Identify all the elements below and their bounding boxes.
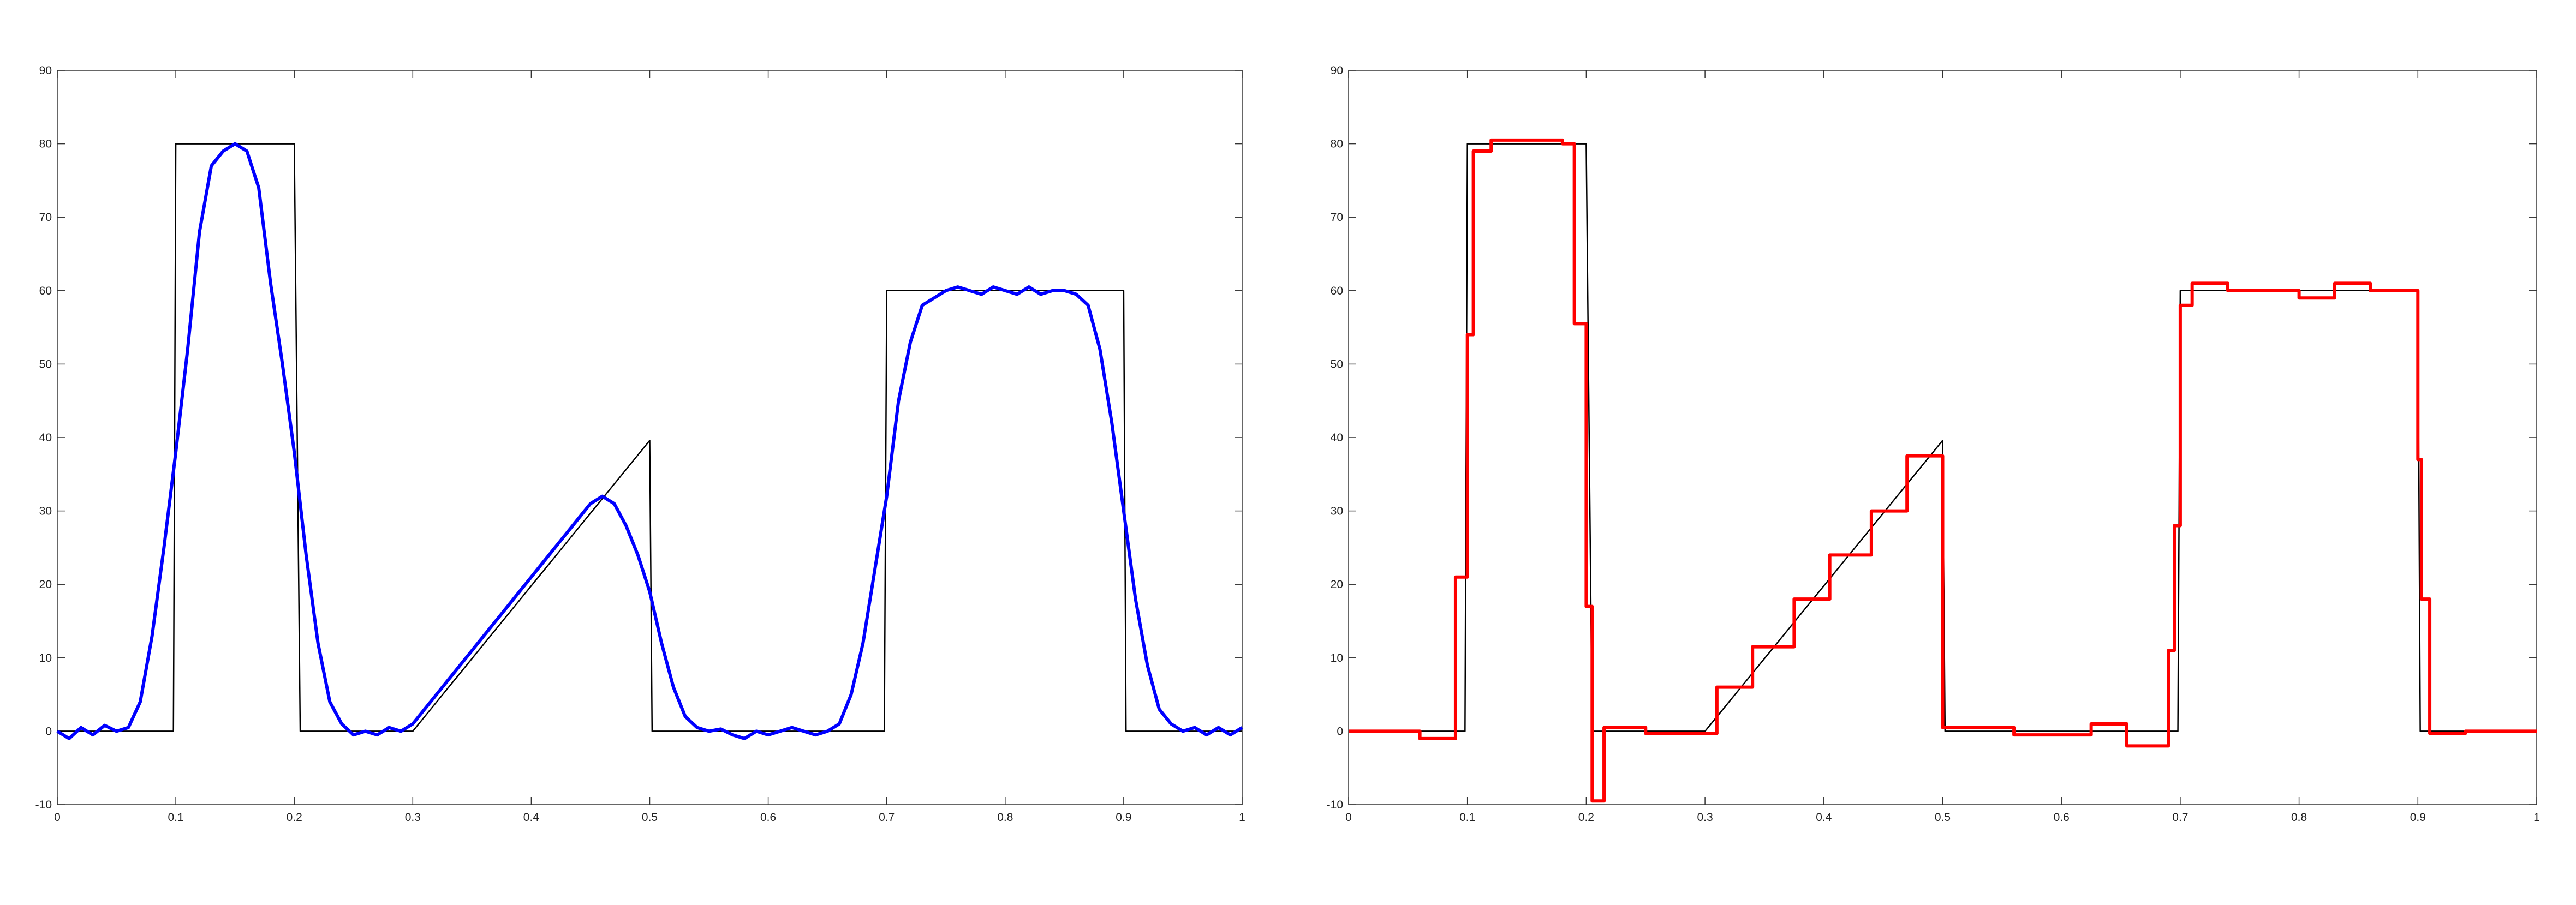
y-tick-label: 40 bbox=[39, 431, 52, 444]
y-tick-label: -10 bbox=[35, 799, 52, 811]
y-tick-label: 30 bbox=[39, 505, 52, 518]
x-tick-label: 1 bbox=[1239, 811, 1245, 824]
y-tick-label: 70 bbox=[1331, 211, 1343, 224]
y-tick-label: 0 bbox=[45, 725, 52, 738]
y-tick-label: 80 bbox=[1331, 138, 1343, 151]
x-tick-label: 0.5 bbox=[642, 811, 658, 824]
y-tick-label: 90 bbox=[1331, 64, 1343, 77]
y-tick-label: -10 bbox=[1327, 799, 1343, 811]
x-tick-label: 0.8 bbox=[2291, 811, 2307, 824]
series-line bbox=[1349, 138, 2537, 803]
x-tick-label: 0.3 bbox=[405, 811, 421, 824]
x-tick-label: 0.1 bbox=[168, 811, 183, 824]
y-tick-label: 90 bbox=[39, 64, 52, 77]
y-tick-label: 10 bbox=[39, 652, 52, 664]
y-tick-label: 70 bbox=[39, 211, 52, 224]
x-tick-label: 0.4 bbox=[523, 811, 540, 824]
y-tick-label: 20 bbox=[1331, 578, 1343, 591]
x-tick-label: 0 bbox=[1345, 811, 1352, 824]
x-tick-label: 0.6 bbox=[2054, 811, 2070, 824]
x-tick-label: 0 bbox=[54, 811, 61, 824]
x-tick-label: 0.7 bbox=[879, 811, 895, 824]
x-tick-label: 0.2 bbox=[287, 811, 302, 824]
x-tick-label: 0.8 bbox=[997, 811, 1013, 824]
x-tick-label: 0.5 bbox=[1935, 811, 1951, 824]
x-tick-label: 0.7 bbox=[2172, 811, 2188, 824]
x-tick-label: 0.3 bbox=[1697, 811, 1713, 824]
series-line bbox=[57, 143, 1242, 732]
y-tick-label: 20 bbox=[39, 578, 52, 591]
y-tick-label: 80 bbox=[39, 138, 52, 151]
y-tick-label: 10 bbox=[1331, 652, 1343, 664]
series-line bbox=[56, 142, 1243, 740]
x-tick-label: 0.9 bbox=[1116, 811, 1131, 824]
x-tick-label: 0.9 bbox=[2410, 811, 2426, 824]
y-tick-label: 40 bbox=[1331, 431, 1343, 444]
x-tick-label: 0.1 bbox=[1459, 811, 1475, 824]
y-tick-label: 60 bbox=[39, 285, 52, 297]
y-tick-label: 0 bbox=[1337, 725, 1343, 738]
y-tick-label: 60 bbox=[1331, 285, 1343, 297]
y-tick-label: 50 bbox=[1331, 358, 1343, 370]
axes-box bbox=[57, 70, 1243, 805]
y-tick-label: 50 bbox=[39, 358, 52, 370]
y-tick-label: 30 bbox=[1331, 505, 1343, 518]
x-tick-label: 0.6 bbox=[760, 811, 776, 824]
x-tick-label: 0.2 bbox=[1578, 811, 1594, 824]
x-tick-label: 0.4 bbox=[1816, 811, 1832, 824]
x-tick-label: 1 bbox=[2533, 811, 2540, 824]
